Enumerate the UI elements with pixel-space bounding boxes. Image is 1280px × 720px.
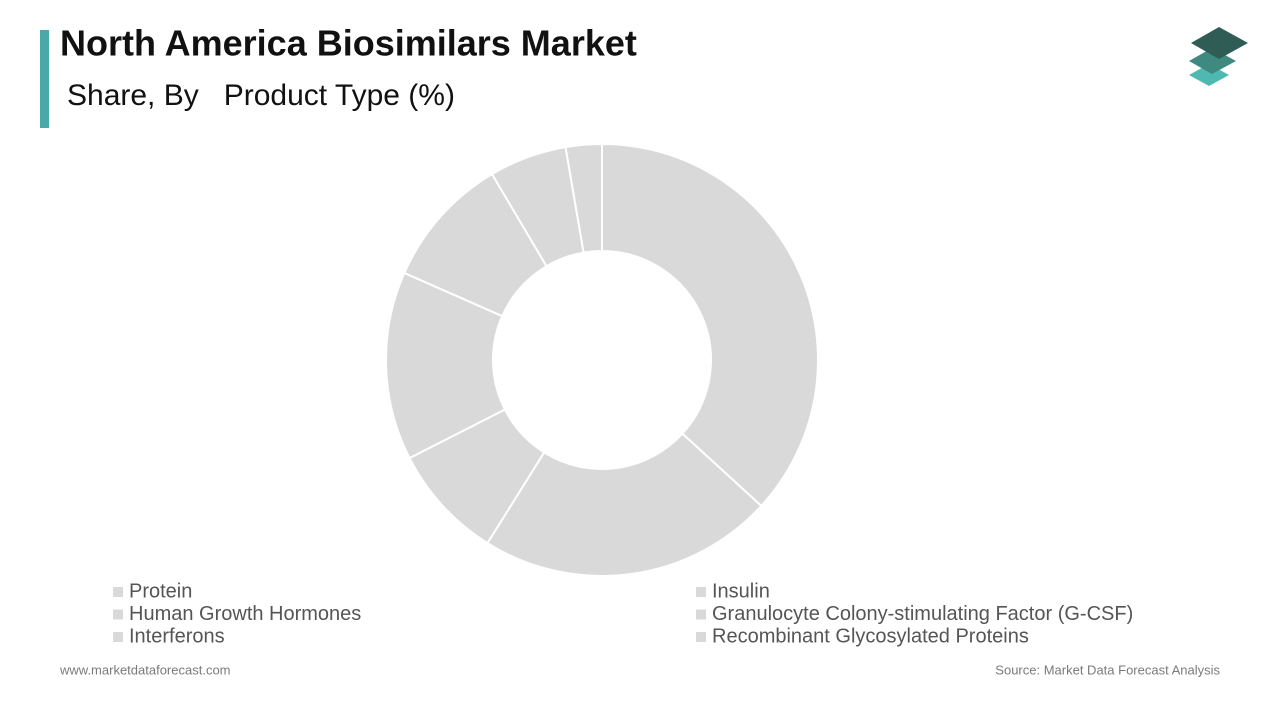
legend-label: Recombinant Glycosylated Proteins [712, 625, 1029, 647]
logo [1189, 27, 1248, 86]
donut-slice [486, 432, 763, 577]
legend-swatch [696, 587, 706, 597]
legend-label: Protein [129, 580, 192, 602]
website: www.marketdataforecast.com [59, 662, 231, 677]
legend-label: Human Growth Hormones [129, 603, 361, 625]
legend-swatch [113, 587, 123, 597]
legend-swatch [113, 609, 123, 620]
legend-swatch [113, 632, 123, 642]
donut-slice [601, 142, 819, 508]
legend-swatch [696, 609, 706, 620]
chart-title: North America Biosimilars Market [60, 23, 637, 64]
source-note: Source: Market Data Forecast Analysis [995, 662, 1220, 677]
legend-swatch [696, 632, 706, 642]
accent-bar [40, 30, 49, 128]
legend-label: Insulin [712, 580, 770, 602]
chart-subtitle: Share, By Product Type (%) [67, 79, 455, 112]
legend-label: Granulocyte Colony-stimulating Factor (G… [712, 603, 1133, 625]
legend-label: Interferons [129, 625, 225, 647]
donut-slice [564, 142, 603, 254]
